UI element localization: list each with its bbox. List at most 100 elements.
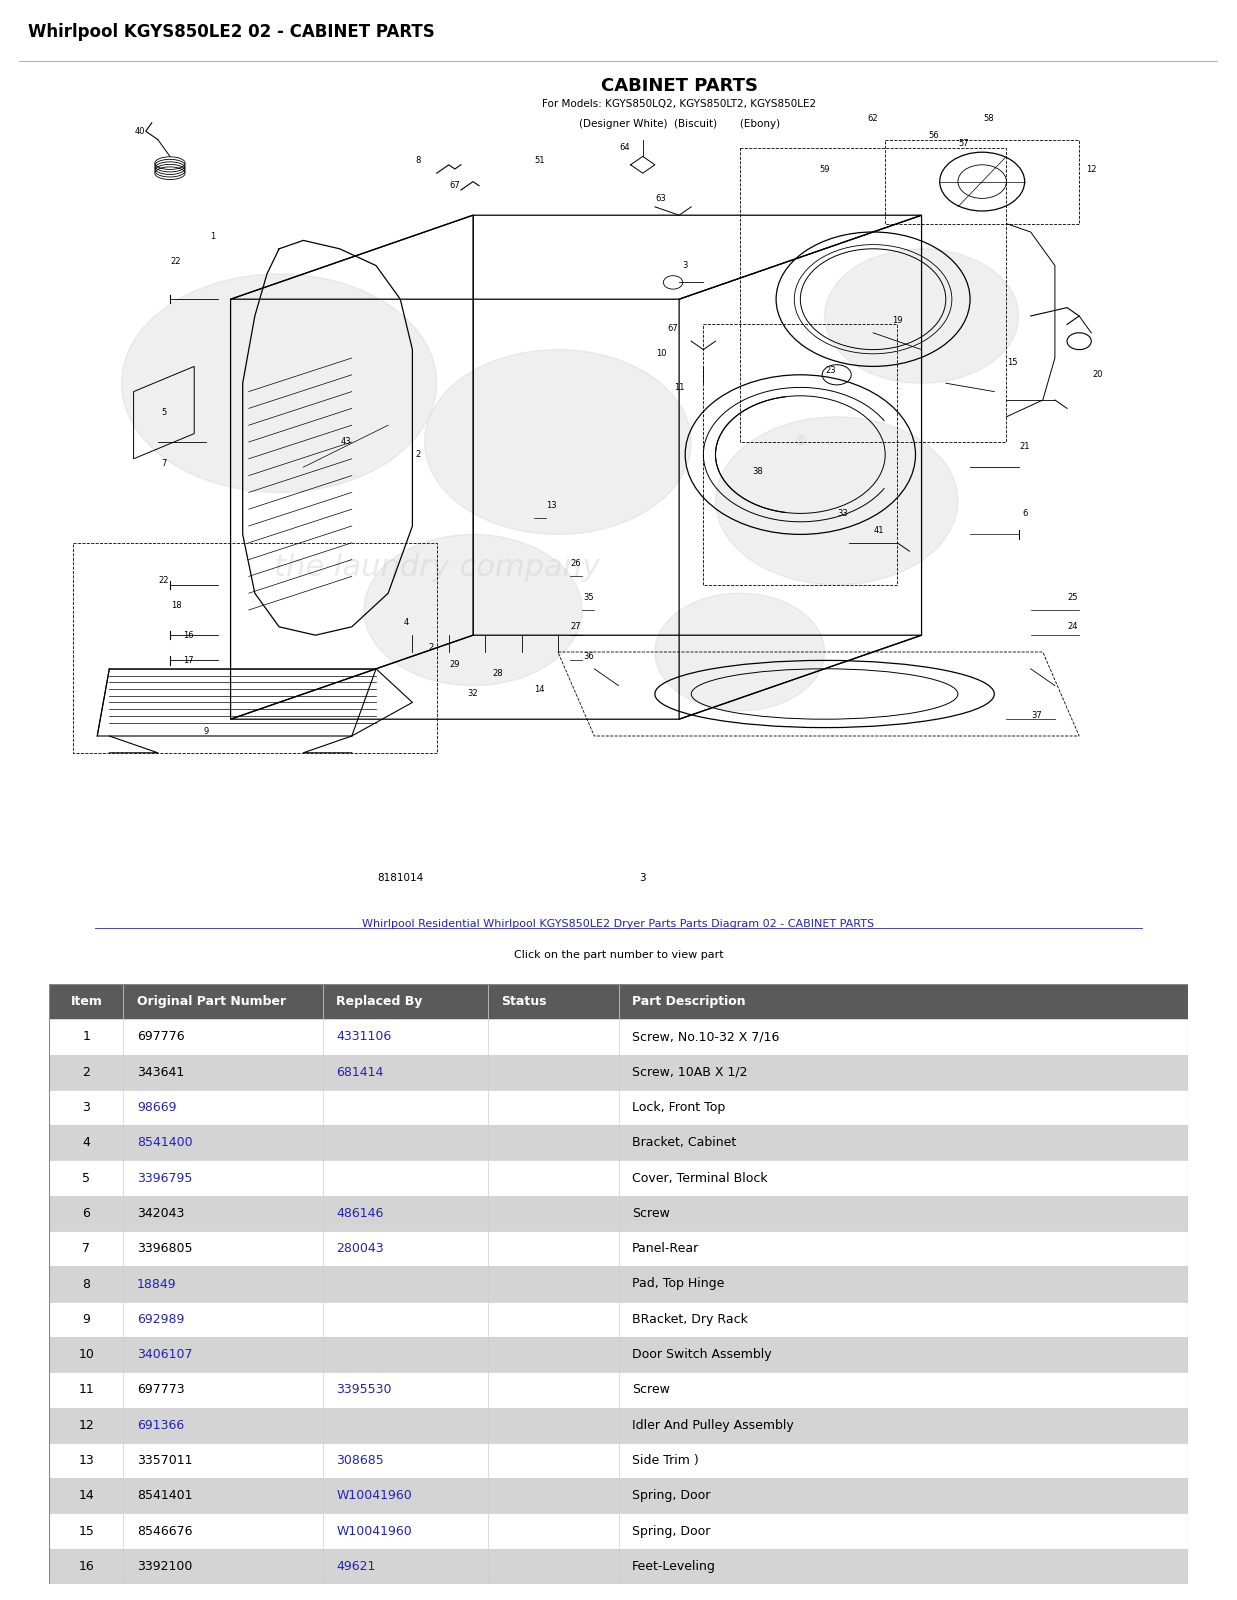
Bar (487, 1408, 618, 1443)
Text: Idler And Pulley Assembly: Idler And Pulley Assembly (632, 1419, 794, 1432)
Bar (124, 1338, 323, 1373)
Text: 38: 38 (752, 467, 763, 475)
Text: Status: Status (501, 995, 547, 1008)
Text: 63: 63 (656, 194, 667, 203)
Text: 5: 5 (83, 1171, 90, 1184)
Bar (618, 1125, 1188, 1160)
Text: 10: 10 (78, 1349, 94, 1362)
Bar (124, 1195, 323, 1230)
Bar (124, 1125, 323, 1160)
Bar (323, 1090, 487, 1125)
Text: 16: 16 (79, 1560, 94, 1573)
Bar (124, 1302, 323, 1338)
Bar (487, 1160, 618, 1195)
Text: Item: Item (71, 995, 103, 1008)
Text: 67: 67 (449, 181, 460, 190)
Text: Side Trim ): Side Trim ) (632, 1454, 699, 1467)
Bar (618, 1408, 1188, 1443)
Bar (618, 1054, 1188, 1090)
Bar (124, 1230, 323, 1266)
Circle shape (825, 248, 1018, 384)
Text: BRacket, Dry Rack: BRacket, Dry Rack (632, 1312, 748, 1326)
Text: 8541400: 8541400 (137, 1136, 193, 1149)
Bar (487, 1478, 618, 1514)
Text: 3396795: 3396795 (137, 1171, 193, 1184)
Bar (49, 1549, 124, 1584)
Bar (323, 1478, 487, 1514)
Text: 3406107: 3406107 (137, 1349, 193, 1362)
Text: 29: 29 (449, 661, 460, 669)
Text: Screw: Screw (632, 1384, 670, 1397)
Bar (487, 1443, 618, 1478)
Text: 20: 20 (1092, 370, 1102, 379)
Bar (323, 984, 487, 1019)
Text: 13: 13 (547, 501, 557, 509)
Bar (618, 1549, 1188, 1584)
Bar (323, 1019, 487, 1054)
Text: 17: 17 (183, 656, 193, 666)
Bar (487, 1054, 618, 1090)
Text: 280043: 280043 (336, 1242, 383, 1256)
Bar (49, 1478, 124, 1514)
Bar (323, 1125, 487, 1160)
Text: 21: 21 (1019, 442, 1030, 451)
Bar (618, 1443, 1188, 1478)
Text: 36: 36 (583, 651, 594, 661)
Text: For Models: KGYS850LQ2, KGYS850LT2, KGYS850LE2: For Models: KGYS850LQ2, KGYS850LT2, KGYS… (542, 99, 816, 109)
Bar (124, 1478, 323, 1514)
Text: 16: 16 (183, 630, 193, 640)
Text: 19: 19 (892, 315, 903, 325)
Text: 51: 51 (534, 157, 546, 165)
Text: 1: 1 (210, 232, 215, 240)
Text: 14: 14 (534, 685, 546, 694)
Text: 4: 4 (83, 1136, 90, 1149)
Text: 23: 23 (825, 366, 836, 374)
Text: Pad, Top Hinge: Pad, Top Hinge (632, 1277, 725, 1291)
Bar (49, 1266, 124, 1302)
Bar (487, 1302, 618, 1338)
Bar (49, 1230, 124, 1266)
Bar (487, 1266, 618, 1302)
Bar (487, 1090, 618, 1125)
Text: 3392100: 3392100 (137, 1560, 193, 1573)
Bar (618, 1373, 1188, 1408)
Bar (49, 1443, 124, 1478)
Text: 14: 14 (79, 1490, 94, 1502)
Bar (487, 1019, 618, 1054)
Text: 32: 32 (468, 690, 479, 699)
Text: 43: 43 (340, 437, 351, 446)
Text: CABINET PARTS: CABINET PARTS (601, 77, 757, 94)
Text: 308685: 308685 (336, 1454, 383, 1467)
Text: Whirlpool Residential Whirlpool KGYS850LE2 Dryer Parts Parts Diagram 02 - CABINE: Whirlpool Residential Whirlpool KGYS850L… (362, 920, 875, 930)
Text: 57: 57 (959, 139, 970, 149)
Text: 58: 58 (983, 114, 993, 123)
Bar (487, 1195, 618, 1230)
Bar (124, 1373, 323, 1408)
Text: 9: 9 (83, 1312, 90, 1326)
Text: W10041960: W10041960 (336, 1525, 412, 1538)
Text: 697773: 697773 (137, 1384, 184, 1397)
Text: 67: 67 (668, 325, 678, 333)
Text: 25: 25 (1068, 594, 1079, 602)
Text: 11: 11 (79, 1384, 94, 1397)
Bar (124, 984, 323, 1019)
Bar (618, 1019, 1188, 1054)
Bar (323, 1338, 487, 1373)
Text: 18: 18 (171, 602, 182, 610)
Bar (487, 1514, 618, 1549)
Bar (323, 1514, 487, 1549)
Bar (124, 1549, 323, 1584)
Bar (618, 1338, 1188, 1373)
Text: 12: 12 (1086, 165, 1096, 173)
Bar (124, 1266, 323, 1302)
Bar (49, 1019, 124, 1054)
Bar (124, 1443, 323, 1478)
Bar (49, 1373, 124, 1408)
Bar (49, 984, 124, 1019)
Bar (618, 1160, 1188, 1195)
Text: 3395530: 3395530 (336, 1384, 392, 1397)
Circle shape (424, 349, 691, 534)
Bar (49, 1195, 124, 1230)
Text: 691366: 691366 (137, 1419, 184, 1432)
Text: 8546676: 8546676 (137, 1525, 193, 1538)
